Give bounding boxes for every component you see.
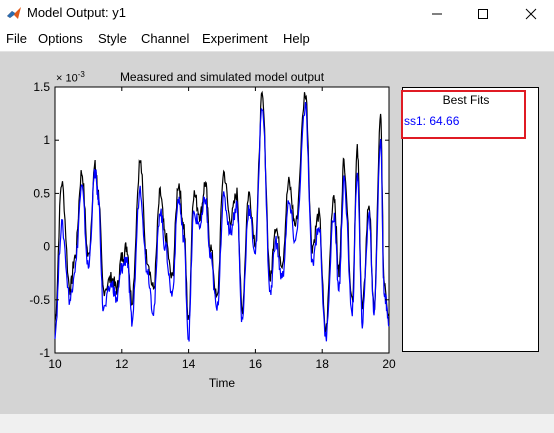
x-tick-label: 20 [382, 357, 396, 371]
y-tick-label: 1 [43, 133, 50, 147]
best-fits-title: Best Fits [442, 93, 490, 107]
menu-style[interactable]: Style [98, 31, 127, 46]
maximize-icon [478, 8, 488, 19]
best-fit-entry[interactable]: ss1: 64.66 [404, 114, 460, 128]
best-fits-highlight [401, 90, 526, 139]
y-tick-label: 0.5 [33, 186, 50, 200]
chart-title: Measured and simulated model output [119, 70, 325, 84]
tick-layer: 10 12 14 16 18 20 -1 -0.5 0 0.5 1 1.5 [29, 80, 396, 371]
best-fits-panel [402, 87, 539, 352]
maximize-button[interactable] [460, 0, 506, 27]
x-tick-label: 18 [316, 357, 330, 371]
matlab-logo-icon [7, 7, 21, 19]
minimize-button[interactable] [414, 0, 460, 27]
y-exponent-value: -3 [77, 70, 85, 79]
x-tick-label: 10 [48, 357, 62, 371]
menu-experiment[interactable]: Experiment [202, 31, 268, 46]
y-tick-label: 1.5 [33, 80, 50, 94]
y-exponent-prefix: × 10 [56, 72, 78, 85]
menu-file[interactable]: File [6, 31, 27, 46]
y-tick-label: 0 [43, 240, 50, 254]
x-tick-label: 14 [182, 357, 196, 371]
menu-help[interactable]: Help [283, 31, 310, 46]
simulated-output-line [54, 101, 390, 342]
series-layer [54, 90, 390, 342]
menu-channel[interactable]: Channel [141, 31, 190, 46]
close-button[interactable] [508, 0, 554, 27]
x-tick-label: 12 [115, 357, 129, 371]
y-tick-label: -0.5 [29, 293, 50, 307]
window-title: Model Output: y1 [27, 5, 126, 20]
status-bar [0, 414, 554, 433]
y-exponent-label: × 10-3 [56, 70, 85, 85]
menu-separator [0, 51, 554, 52]
close-icon [525, 8, 537, 19]
title-bar: Model Output: y1 [0, 0, 554, 27]
minimize-icon [432, 13, 442, 14]
y-tick-label: -1 [39, 346, 50, 360]
menu-options[interactable]: Options [38, 31, 83, 46]
menu-bar: File Options Style Channel Experiment He… [0, 27, 554, 51]
x-tick-label: 16 [249, 357, 263, 371]
x-axis-label: Time [208, 376, 236, 390]
